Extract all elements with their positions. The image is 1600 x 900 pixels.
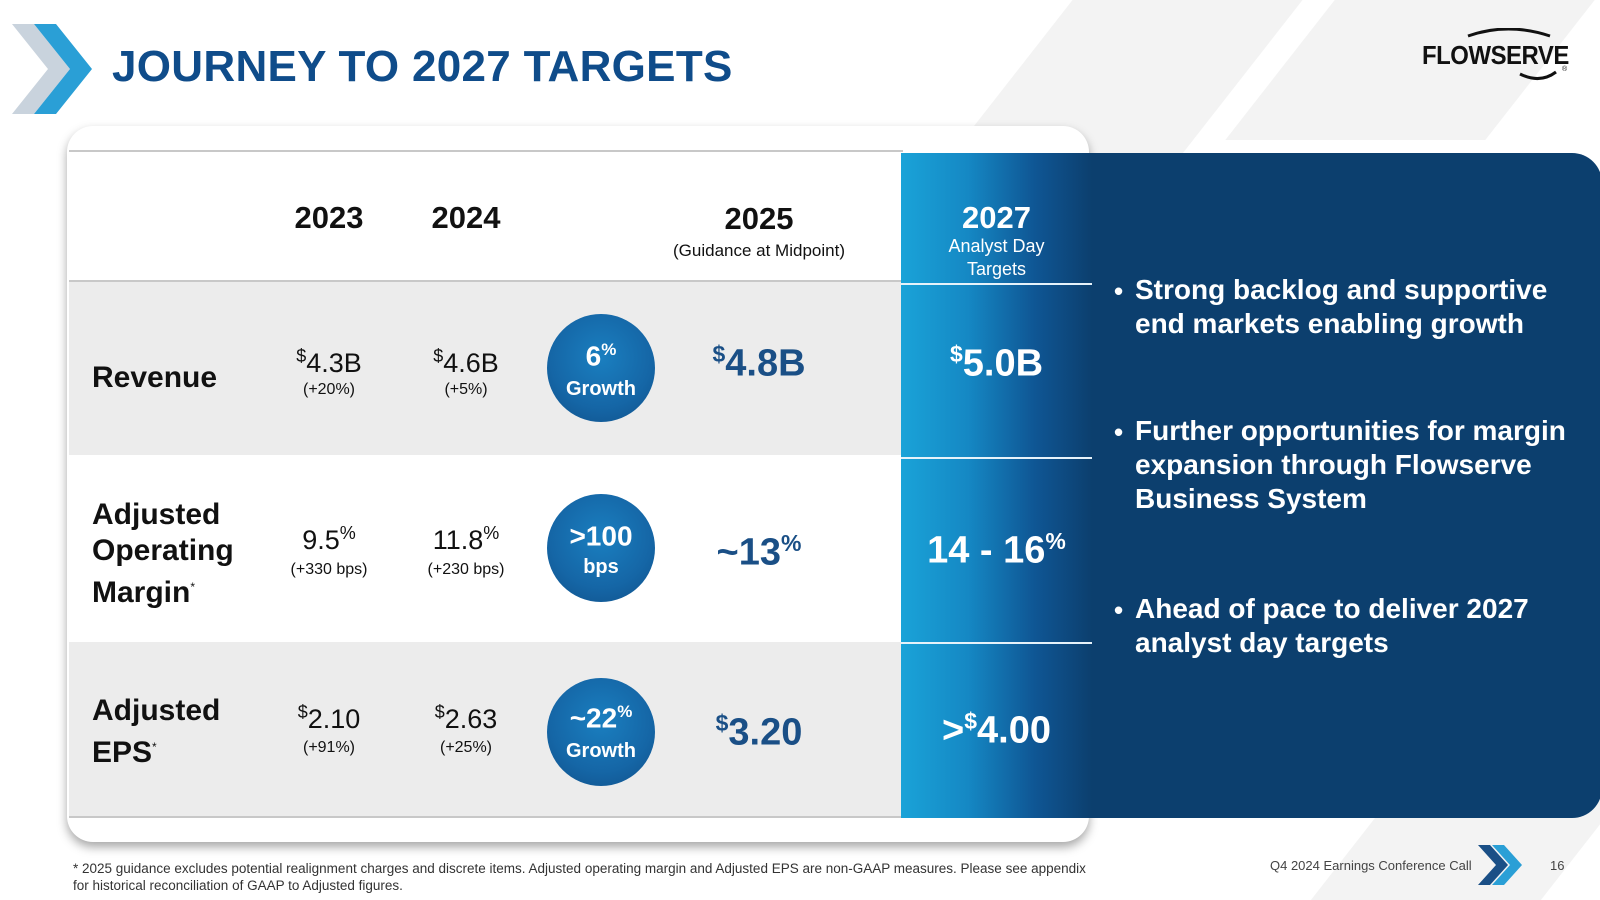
table-header-rule (69, 280, 903, 282)
row-label-line: Operating (92, 534, 234, 567)
percent-symbol: % (1045, 528, 1066, 554)
percent-symbol: % (617, 702, 633, 721)
currency-symbol: $ (296, 346, 307, 366)
value-number: 3.20 (728, 711, 803, 754)
row-label-line: Adjusted (92, 694, 221, 727)
logo-registered-mark: ® (1562, 66, 1568, 73)
footnote-mark: * (190, 580, 196, 594)
footnote: * 2025 guidance excludes potential reali… (73, 861, 1086, 893)
target-divider (901, 457, 1092, 459)
value-number: 2.63 (444, 704, 498, 734)
chevron-arrow-icon (1478, 845, 1522, 885)
value-2023: 9.5% (249, 523, 409, 556)
footer-event-label: Q4 2024 Earnings Conference Call (1270, 858, 1472, 873)
target-2027-column (901, 153, 1092, 818)
bullet-marker: • (1114, 595, 1124, 625)
percent-symbol: % (339, 523, 356, 543)
growth-bubble: 6% Growth (547, 314, 655, 422)
col-header-2025-sub: (Guidance at Midpoint) (673, 241, 845, 260)
value-number: 14 - 16 (927, 529, 1046, 572)
value-number: 2.10 (307, 704, 361, 734)
value-2024: 11.8% (386, 523, 546, 556)
value-number: 4.6B (443, 348, 499, 378)
value-2024: $4.6B (386, 346, 546, 379)
page-title: JOURNEY TO 2027 TARGETS (112, 42, 733, 91)
target-2027-value: 14 - 16% (901, 528, 1092, 573)
value-number: 4.00 (977, 709, 1051, 752)
col-header-2027-sub1: Analyst Day (948, 236, 1045, 256)
col-header-2025: 2025 (724, 201, 794, 236)
highlights-panel (1092, 153, 1600, 818)
flowserve-logo: FLOWSERVE ® (1422, 28, 1572, 88)
growth-bubble: >100 bps (547, 494, 655, 602)
col-header-2024: 2024 (431, 200, 501, 235)
value-number: 9.5 (302, 525, 340, 555)
change-2023: (+330 bps) (290, 561, 368, 578)
row-label-line: Revenue (92, 361, 218, 394)
row-band-revenue (69, 282, 903, 455)
currency-symbol: $ (715, 710, 729, 736)
change-2024: (+5%) (444, 381, 488, 398)
col-header-2027-sub2: Targets (966, 259, 1027, 279)
guidance-2025-value: $4.8B (659, 341, 859, 386)
row-label-adjusted-eps: Adjusted EPS* (92, 693, 220, 771)
growth-bubble: ~22% Growth (547, 678, 655, 786)
currency-symbol: $ (949, 341, 963, 367)
row-label-revenue: Revenue (92, 354, 217, 396)
change-2023: (+20%) (302, 381, 356, 398)
bubble-value: ~22 (569, 702, 618, 734)
value-2023: $4.3B (249, 346, 409, 379)
value-number: 4.3B (306, 348, 362, 378)
row-band-eps (69, 642, 903, 816)
chevron-arrow-icon (12, 24, 92, 114)
logo-swoosh-icon (1467, 28, 1557, 80)
currency-symbol: $ (434, 702, 445, 722)
bubble-value: >100 (569, 520, 633, 552)
row-label-line: EPS (92, 736, 153, 769)
percent-symbol: % (601, 340, 617, 359)
target-2027-value: >$4.00 (901, 708, 1092, 753)
col-header-2023: 2023 (294, 200, 364, 235)
change-2024: (+230 bps) (427, 561, 505, 578)
highlight-bullet: Strong backlog and supportive end market… (1135, 274, 1548, 339)
value-number: 11.8 (432, 525, 484, 555)
bubble-value: 6 (585, 340, 602, 372)
currency-symbol: $ (712, 341, 726, 367)
col-header-2027: 2027 (962, 200, 1031, 235)
change-2024: (+25%) (439, 739, 493, 756)
value-2023: $2.10 (249, 702, 409, 735)
value-2024: $2.63 (386, 702, 546, 735)
target-divider (901, 642, 1092, 644)
page-number: 16 (1550, 858, 1565, 873)
guidance-2025-value: $3.20 (659, 710, 859, 755)
highlight-bullet: Ahead of pace to deliver 2027 analyst da… (1135, 593, 1529, 658)
bubble-label: Growth (566, 740, 636, 762)
bubble-label: bps (583, 556, 619, 578)
change-2023: (+91%) (302, 739, 356, 756)
guidance-2025-value: ~13% (659, 530, 859, 575)
currency-symbol: $ (433, 346, 444, 366)
row-label-line: Adjusted (92, 498, 221, 531)
percent-symbol: % (483, 523, 500, 543)
table-top-rule (69, 150, 903, 152)
value-prefix: ~ (716, 531, 739, 574)
footnote-mark: * (152, 740, 157, 754)
table-bottom-rule (69, 816, 903, 818)
value-number: 13 (738, 531, 782, 574)
value-number: 4.8B (725, 342, 806, 385)
bullet-marker: • (1114, 417, 1124, 447)
currency-symbol: $ (964, 708, 978, 734)
logo-wordmark: FLOWSERVE (1422, 40, 1569, 70)
row-label-adjusted-operating-margin: Adjusted Operating Margin* (92, 497, 234, 611)
bullet-marker: • (1114, 276, 1124, 306)
bubble-label: Growth (566, 378, 636, 400)
percent-symbol: % (781, 530, 802, 556)
row-label-line: Margin (92, 576, 191, 609)
target-divider (901, 283, 1092, 285)
target-2027-value: $5.0B (901, 341, 1092, 386)
value-prefix: > (942, 709, 965, 752)
highlight-bullet: Further opportunities for margin expansi… (1135, 415, 1566, 514)
currency-symbol: $ (297, 702, 308, 722)
value-number: 5.0B (962, 342, 1044, 385)
